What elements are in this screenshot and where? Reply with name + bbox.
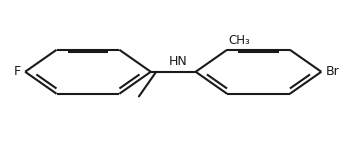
Text: HN: HN [169, 55, 188, 68]
Text: Br: Br [326, 65, 339, 78]
Text: CH₃: CH₃ [229, 34, 251, 47]
Text: F: F [14, 65, 21, 78]
